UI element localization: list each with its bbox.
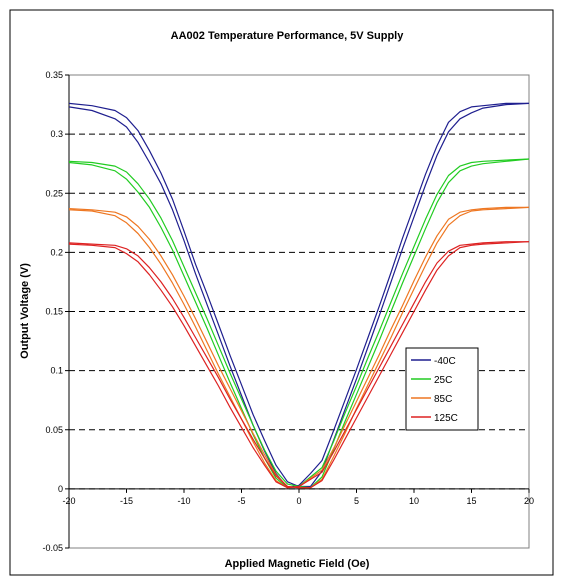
y-tick-label: 0.05 [45,425,63,435]
y-tick-label: 0.3 [50,129,63,139]
x-axis-label: Applied Magnetic Field (Oe) [225,558,370,570]
series-125c [68,241,530,489]
legend: -40C 25C 85C 125C [405,347,479,431]
y-tick-label: 0.35 [45,70,63,80]
x-tick-label: 15 [466,496,476,506]
x-tick-label: -15 [120,496,133,506]
x-tick-label: 10 [409,496,419,506]
y-tick-label: -0.05 [42,543,63,553]
y-tick-label: 0.1 [50,366,63,376]
legend-label: -40C [434,356,456,367]
x-tick-label: 5 [354,496,359,506]
y-tick-label: 0.25 [45,188,63,198]
legend-label: 125C [434,413,458,424]
legend-label: 25C [434,375,452,386]
y-tick-label: 0.15 [45,307,63,317]
x-tick-label: -5 [237,496,245,506]
grid-layer [68,74,530,549]
chart-title: AA002 Temperature Performance, 5V Supply [171,30,405,42]
axis-layer: -0.05 0 0.05 0.1 0.15 0.2 0.25 0.3 0.35 -20 -15 -10… [42,70,534,553]
series-layer [68,102,530,489]
y-tick-label: 0 [58,484,63,494]
y-tick-label: 0.2 [50,247,63,257]
x-tick-label: -20 [62,496,75,506]
x-tick-label: 0 [296,496,301,506]
y-axis-label: Output Voltage (V) [19,263,31,359]
series-line-40c-sweep-up [68,102,529,489]
series-line-125c-sweep-up [68,241,529,489]
legend-label: 85C [434,394,452,405]
x-tick-label: 20 [524,496,534,506]
series-line-125c-sweep-down [68,241,530,489]
x-tick-label: -10 [177,496,190,506]
